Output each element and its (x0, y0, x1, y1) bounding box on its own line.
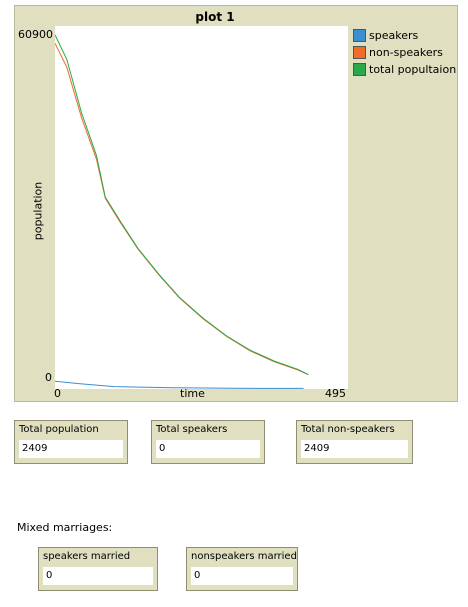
plot-area (55, 26, 348, 389)
plot-title: plot 1 (195, 10, 235, 24)
monitor-speakers-married[interactable]: speakers married 0 (38, 547, 158, 591)
legend-label: non-speakers (369, 46, 443, 59)
legend: speakers non-speakers total popultaion (353, 27, 456, 78)
plot-widget: plot 1 60900 0 0 495 time population spe… (14, 5, 458, 402)
y-tick-min: 0 (45, 371, 52, 384)
monitor-nonspeakers-married[interactable]: nonspeakers married 0 (186, 547, 298, 591)
plot-canvas (55, 34, 309, 389)
legend-label: total popultaion (369, 63, 457, 76)
y-axis-label: population (31, 181, 45, 241)
monitor-total-speakers[interactable]: Total speakers 0 (151, 420, 265, 464)
x-tick-max: 495 (325, 387, 346, 400)
monitor-label: nonspeakers married (191, 551, 297, 562)
series-line-2 (55, 34, 309, 376)
legend-item-speakers: speakers (353, 27, 456, 44)
x-tick-min: 0 (54, 387, 61, 400)
monitor-total-population[interactable]: Total population 2409 (14, 420, 128, 464)
monitor-value: 2409 (19, 440, 123, 458)
series-line-1 (55, 43, 309, 376)
legend-label: speakers (369, 29, 419, 42)
legend-item-non-speakers: non-speakers (353, 44, 456, 61)
monitor-value: 0 (191, 567, 293, 585)
legend-swatch (353, 63, 366, 76)
monitor-total-non-speakers[interactable]: Total non-speakers 2409 (296, 420, 413, 464)
legend-item-total-population: total popultaion (353, 61, 456, 78)
mixed-marriages-label: Mixed marriages: (17, 521, 113, 534)
x-axis-label: time (180, 387, 205, 400)
monitor-label: Total population (19, 424, 99, 435)
legend-swatch (353, 29, 366, 42)
monitor-label: Total speakers (156, 424, 228, 435)
legend-swatch (353, 46, 366, 59)
monitor-value: 0 (156, 440, 260, 458)
monitor-value: 2409 (301, 440, 408, 458)
monitor-label: Total non-speakers (301, 424, 395, 435)
monitor-label: speakers married (43, 551, 131, 562)
y-tick-max: 60900 (18, 28, 53, 41)
monitor-value: 0 (43, 567, 153, 585)
series-line-0 (55, 380, 304, 389)
